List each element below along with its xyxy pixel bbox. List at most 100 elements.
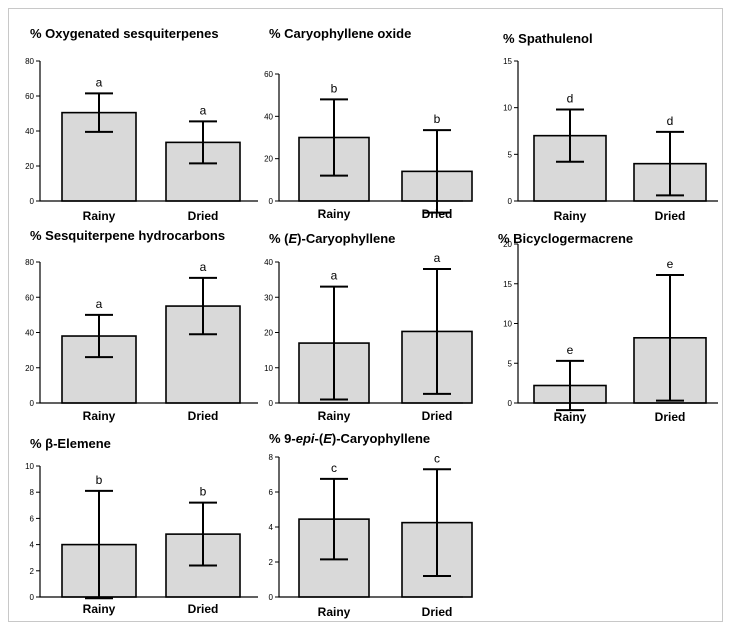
significance-letter: a (96, 75, 103, 89)
category-label: Dried (422, 605, 453, 619)
category-label: Dried (422, 207, 453, 221)
y-tick-label: 80 (25, 57, 34, 66)
category-label: Rainy (554, 209, 587, 223)
category-label: Dried (655, 410, 686, 424)
error-bar (85, 92, 113, 133)
category-label: Dried (188, 602, 219, 616)
category-label: Dried (655, 209, 686, 223)
y-tick-label: 20 (264, 329, 273, 338)
chart-panel-5: % (E)-Caryophyllene a Rainy a Dried 0 10 20 30 40 (264, 231, 473, 423)
y-tick-label: 10 (264, 364, 273, 373)
significance-letter: b (200, 485, 207, 499)
y-tick-label: 15 (503, 280, 512, 289)
y-tick-label: 5 (508, 150, 513, 159)
y-tick-label: 40 (25, 329, 34, 338)
category-label: Dried (422, 409, 453, 423)
y-tick-label: 4 (269, 523, 274, 532)
error-bar (556, 108, 584, 163)
y-tick-label: 60 (264, 70, 273, 79)
y-tick-label: 20 (25, 162, 34, 171)
category-label: Rainy (83, 602, 116, 616)
y-tick-label: 0 (269, 593, 274, 602)
chart-panel-6: % Bicyclogermacrene e Rainy e Dried 0 5 10 15 20 (498, 231, 718, 424)
y-tick-label: 6 (269, 488, 274, 497)
chart-panel-1: % Oxygenated sesquiterpenes a Rainy a Dried 0… (25, 26, 258, 223)
y-tick-label: 8 (269, 453, 274, 462)
y-tick-label: 5 (508, 359, 513, 368)
panel-title: % Bicyclogermacrene (498, 231, 633, 246)
y-tick-label: 80 (25, 258, 34, 267)
chart-panel-2: % Caryophyllene oxide b Rainy b Dried 0 20 40 60 (264, 26, 473, 221)
y-tick-label: 40 (264, 112, 273, 121)
y-tick-label: 10 (25, 462, 34, 471)
panel-title: % Spathulenol (503, 31, 593, 46)
panel-title: % Sesquiterpene hydrocarbons (30, 228, 225, 243)
y-tick-label: 0 (269, 197, 274, 206)
y-tick-label: 15 (503, 57, 512, 66)
y-tick-label: 60 (25, 92, 34, 101)
category-label: Rainy (318, 207, 351, 221)
significance-letter: c (331, 461, 337, 475)
error-bar (320, 98, 348, 177)
panel-title: % (E)-Caryophyllene (269, 231, 395, 246)
error-bar (189, 276, 217, 336)
significance-letter: e (567, 343, 574, 357)
error-bar (85, 489, 113, 600)
panel-title: % 9-epi-(E)-Caryophyllene (269, 431, 430, 446)
y-tick-label: 60 (25, 293, 34, 302)
category-label: Rainy (83, 409, 116, 423)
category-label: Dried (188, 409, 219, 423)
y-tick-label: 0 (30, 399, 35, 408)
category-label: Rainy (554, 410, 587, 424)
y-tick-label: 40 (25, 127, 34, 136)
significance-letter: a (434, 251, 441, 265)
error-bar (189, 120, 217, 165)
y-tick-label: 4 (30, 541, 35, 550)
significance-letter: b (434, 112, 441, 126)
y-tick-label: 40 (264, 258, 273, 267)
significance-letter: a (331, 269, 338, 283)
y-tick-label: 10 (503, 104, 512, 113)
error-bar (85, 313, 113, 359)
category-label: Rainy (83, 209, 116, 223)
panel-title: % β-Elemene (30, 436, 111, 451)
y-tick-label: 0 (30, 593, 35, 602)
y-tick-label: 6 (30, 514, 35, 523)
significance-letter: e (667, 257, 674, 271)
y-tick-label: 20 (503, 240, 512, 249)
category-label: Rainy (318, 605, 351, 619)
chart-panel-8: % 9-epi-(E)-Caryophyllene c Rainy c Dried 0 2 4… (269, 431, 473, 619)
category-label: Rainy (318, 409, 351, 423)
significance-letter: d (667, 114, 674, 128)
significance-letter: c (434, 451, 440, 465)
error-bar (423, 129, 451, 214)
chart-panel-4: % Sesquiterpene hydrocarbons a Rainy a Dried… (25, 228, 258, 423)
error-bar (320, 285, 348, 401)
y-tick-label: 10 (503, 320, 512, 329)
error-bar (423, 468, 451, 577)
error-bar (320, 477, 348, 561)
y-tick-label: 2 (269, 558, 274, 567)
error-bar (656, 274, 684, 402)
y-tick-label: 0 (508, 399, 513, 408)
y-tick-label: 0 (508, 197, 513, 206)
significance-letter: a (200, 260, 207, 274)
y-tick-label: 2 (30, 567, 35, 576)
significance-letter: a (200, 103, 207, 117)
significance-letter: a (96, 297, 103, 311)
y-tick-label: 8 (30, 488, 35, 497)
error-bar (189, 501, 217, 567)
y-tick-label: 30 (264, 293, 273, 302)
y-tick-label: 0 (269, 399, 274, 408)
y-tick-label: 20 (25, 364, 34, 373)
chart-panel-7: % β-Elemene b Rainy b Dried 0 2 4 6 8 10 (25, 436, 258, 616)
error-bar (556, 359, 584, 412)
significance-letter: b (331, 81, 338, 95)
panel-title: % Caryophyllene oxide (269, 26, 411, 41)
error-bar (656, 130, 684, 197)
panel-title: % Oxygenated sesquiterpenes (30, 26, 219, 41)
error-bar (423, 268, 451, 395)
significance-letter: b (96, 473, 103, 487)
y-tick-label: 20 (264, 155, 273, 164)
